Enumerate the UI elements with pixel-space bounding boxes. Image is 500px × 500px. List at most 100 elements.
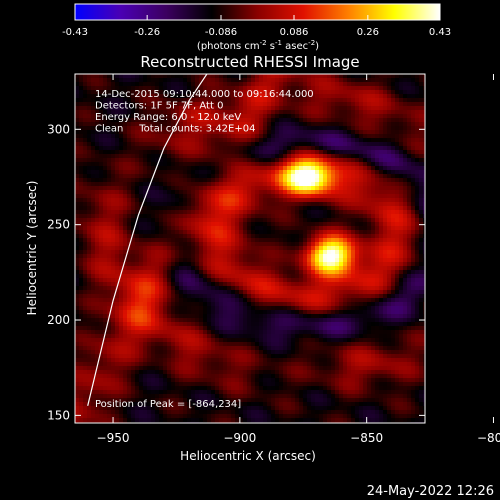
heatmap-cell xyxy=(207,258,211,262)
heatmap-cell xyxy=(255,210,259,214)
heatmap-cell xyxy=(363,230,367,234)
heatmap-cell xyxy=(351,242,355,246)
heatmap-cell xyxy=(75,130,79,134)
heatmap-cell xyxy=(367,218,371,222)
heatmap-cell xyxy=(99,238,103,242)
heatmap-cell xyxy=(75,262,79,266)
heatmap-cell xyxy=(179,246,183,250)
heatmap-cell xyxy=(155,194,159,198)
heatmap-cell xyxy=(379,282,383,286)
heatmap-cell xyxy=(175,298,179,302)
heatmap-cell xyxy=(423,162,425,166)
heatmap-cell xyxy=(99,74,103,78)
heatmap-cell xyxy=(159,254,163,258)
heatmap-cell xyxy=(287,150,291,154)
heatmap-cell xyxy=(87,110,91,114)
heatmap-cell xyxy=(295,218,299,222)
heatmap-cell xyxy=(319,238,323,242)
heatmap-cell xyxy=(131,202,135,206)
heatmap-cell xyxy=(227,98,231,102)
heatmap-cell xyxy=(135,254,139,258)
heatmap-cell xyxy=(271,82,275,86)
heatmap-cell xyxy=(263,82,267,86)
heatmap-cell xyxy=(155,274,159,278)
heatmap-cell xyxy=(279,194,283,198)
heatmap-cell xyxy=(311,134,315,138)
heatmap-cell xyxy=(151,262,155,266)
heatmap-cell xyxy=(395,246,399,250)
heatmap-cell xyxy=(363,110,367,114)
heatmap-cell xyxy=(219,102,223,106)
heatmap-cell xyxy=(403,214,407,218)
heatmap-cell xyxy=(151,218,155,222)
heatmap-cell xyxy=(407,178,411,182)
heatmap-cell xyxy=(299,206,303,210)
heatmap-cell xyxy=(247,194,251,198)
heatmap-cell xyxy=(359,102,363,106)
heatmap-cell xyxy=(147,162,151,166)
heatmap-cell xyxy=(179,82,183,86)
heatmap-cell xyxy=(351,206,355,210)
heatmap-cell xyxy=(151,158,155,162)
heatmap-cell xyxy=(139,298,143,302)
heatmap-cell xyxy=(387,86,391,90)
heatmap-cell xyxy=(235,230,239,234)
heatmap-cell xyxy=(199,286,203,290)
heatmap-cell xyxy=(207,86,211,90)
heatmap-cell xyxy=(327,154,331,158)
heatmap-cell xyxy=(151,290,155,294)
heatmap-cell xyxy=(275,82,279,86)
heatmap-cell xyxy=(259,162,263,166)
heatmap-cell xyxy=(231,110,235,114)
heatmap-cell xyxy=(279,86,283,90)
heatmap-cell xyxy=(131,242,135,246)
heatmap-cell xyxy=(351,210,355,214)
heatmap-cell xyxy=(179,242,183,246)
heatmap-cell xyxy=(299,278,303,282)
heatmap-cell xyxy=(371,278,375,282)
heatmap-cell xyxy=(271,74,275,78)
heatmap-cell xyxy=(107,282,111,286)
heatmap-cell xyxy=(87,254,91,258)
heatmap-cell xyxy=(371,146,375,150)
heatmap-cell xyxy=(147,114,151,118)
heatmap-cell xyxy=(359,162,363,166)
heatmap-cell xyxy=(223,162,227,166)
heatmap-cell xyxy=(303,94,307,98)
heatmap-cell xyxy=(371,186,375,190)
heatmap-cell xyxy=(163,214,167,218)
heatmap-cell xyxy=(231,74,235,78)
heatmap-cell xyxy=(403,162,407,166)
heatmap-cell xyxy=(227,90,231,94)
heatmap-cell xyxy=(367,194,371,198)
heatmap-cell xyxy=(143,186,147,190)
heatmap-cell xyxy=(251,222,255,226)
heatmap-cell xyxy=(415,278,419,282)
heatmap-cell xyxy=(359,270,363,274)
heatmap-cell xyxy=(127,146,131,150)
heatmap-cell xyxy=(295,94,299,98)
heatmap-cell xyxy=(271,234,275,238)
heatmap-cell xyxy=(255,158,259,162)
heatmap-cell xyxy=(347,166,351,170)
heatmap-cell xyxy=(147,190,151,194)
heatmap-cell xyxy=(191,166,195,170)
heatmap-cell xyxy=(339,150,343,154)
heatmap-cell xyxy=(331,74,335,78)
heatmap-cell xyxy=(235,126,239,130)
heatmap-cell xyxy=(103,150,107,154)
heatmap-cell xyxy=(311,234,315,238)
heatmap-cell xyxy=(211,266,215,270)
heatmap-cell xyxy=(235,150,239,154)
heatmap-cell xyxy=(111,278,115,282)
heatmap-cell xyxy=(151,94,155,98)
heatmap-cell xyxy=(255,98,259,102)
heatmap-cell xyxy=(339,78,343,82)
heatmap-cell xyxy=(335,130,339,134)
heatmap-cell xyxy=(239,78,243,82)
heatmap-cell xyxy=(159,222,163,226)
heatmap-cell xyxy=(147,178,151,182)
heatmap-cell xyxy=(199,106,203,110)
heatmap-cell xyxy=(367,78,371,82)
heatmap-cell xyxy=(331,186,335,190)
